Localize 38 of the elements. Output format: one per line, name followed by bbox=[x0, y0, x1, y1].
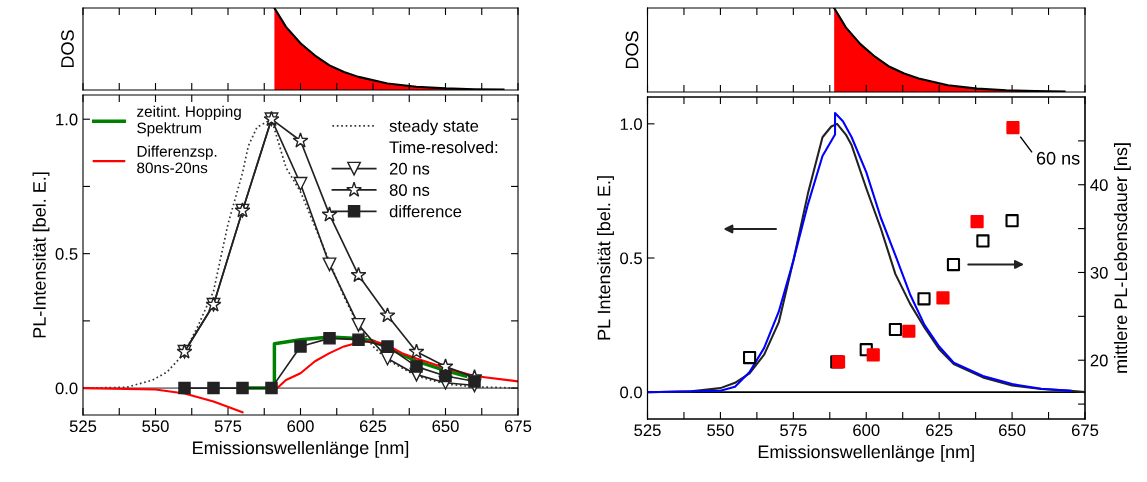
y-tick-label: 1.0 bbox=[56, 113, 78, 126]
x-tick-label: 575 bbox=[214, 420, 242, 433]
y-axis-title: PL-Intensität [bel. E.] bbox=[32, 172, 50, 338]
x-tick-label: 550 bbox=[142, 420, 169, 433]
x-tick-label: 650 bbox=[999, 424, 1026, 437]
y-tick-label: 0.0 bbox=[620, 386, 642, 399]
x-tick-label: 625 bbox=[359, 420, 387, 433]
y-axis-title: DOS bbox=[61, 30, 74, 68]
legend-label: 20 ns bbox=[389, 162, 430, 175]
x-tick-label: 525 bbox=[69, 420, 97, 433]
x-tick-label: 550 bbox=[707, 424, 734, 437]
annotation: 60 ns bbox=[1036, 151, 1080, 165]
y2-tick-label: 40 bbox=[1090, 179, 1108, 191]
y2-tick-label: 20 bbox=[1090, 354, 1108, 367]
x-tick-label: 650 bbox=[432, 420, 459, 433]
x-tick-label: 575 bbox=[780, 424, 807, 437]
legend-label: steady state bbox=[389, 119, 479, 136]
y2-axis-title: mittlere PL-Lebensdauer [ns] bbox=[1113, 143, 1131, 373]
x-tick-label: 675 bbox=[504, 420, 532, 433]
y2-tick-label: 30 bbox=[1090, 266, 1108, 279]
y-axis-title: DOS bbox=[625, 31, 639, 69]
legend-label: Differenzsp. 80ns-20ns bbox=[137, 145, 217, 174]
y-axis-title: PL Intensität [bel. E.] bbox=[597, 176, 614, 340]
y-tick-label: 1.0 bbox=[620, 118, 642, 131]
y-tick-label: 0.5 bbox=[620, 252, 642, 265]
y-tick-label: 0.5 bbox=[55, 248, 78, 260]
x-tick-label: 525 bbox=[634, 424, 661, 437]
x-axis-title: Emissionswellenlänge [nm] bbox=[758, 444, 974, 462]
legend-label: zeitint. Hopping Spektrum bbox=[137, 105, 241, 137]
y-tick-label: 0.0 bbox=[55, 382, 78, 395]
legend-label: difference bbox=[389, 205, 462, 218]
x-tick-label: 625 bbox=[926, 424, 953, 437]
x-tick-label: 675 bbox=[1071, 424, 1099, 437]
x-tick-label: 600 bbox=[287, 420, 314, 433]
legend-label: 80 ns bbox=[389, 184, 430, 196]
x-axis-title: Emissionswellenlänge [nm] bbox=[193, 440, 409, 458]
x-tick-label: 600 bbox=[853, 424, 880, 437]
annotation: Time-resolved: bbox=[389, 140, 498, 154]
